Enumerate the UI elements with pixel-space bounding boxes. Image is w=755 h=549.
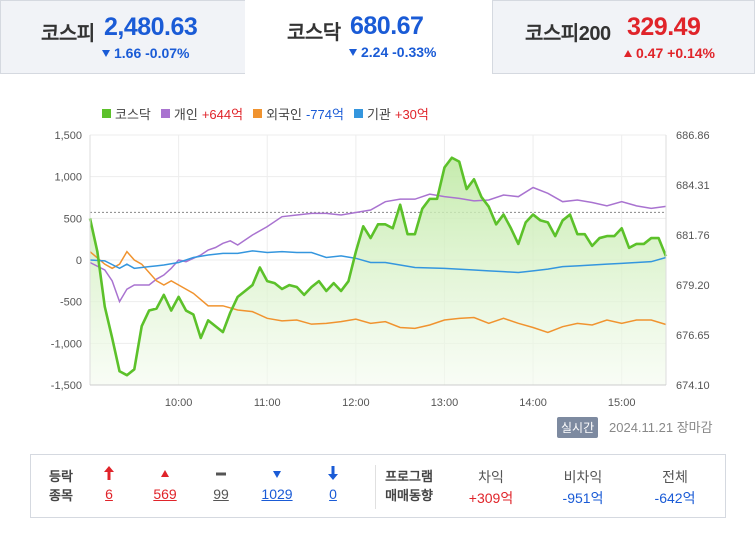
legend-kosdaq[interactable]: 코스닥 [102, 104, 151, 123]
count-up-link[interactable]: 569 [153, 486, 177, 502]
tab-kosdaq-change: 2.24 -0.33% [349, 44, 437, 60]
x-axis-tick: 15:00 [608, 397, 636, 409]
tab-kospi200-name: 코스피200 [525, 23, 611, 45]
count-up: 569 [145, 465, 185, 505]
advance-decline-label-line1: 등락 [49, 469, 73, 484]
tab-kospi200[interactable]: 코스피200 329.49 0.47 +0.14% [492, 0, 755, 74]
tab-kospi200-change-text: 0.47 +0.14% [636, 45, 716, 61]
index-tabs: 코스피 2,480.63 1.66 -0.07% 코스닥 680.67 2.24… [0, 0, 755, 74]
legend-foreign[interactable]: 외국인 -774억 [253, 104, 344, 123]
foreign-line [89, 250, 667, 334]
x-axis-tick: 11:00 [254, 397, 281, 409]
up-limit-icon [89, 465, 129, 483]
right-axis-tick: 686.86 [676, 130, 710, 142]
down-icon [257, 465, 297, 483]
date-status-label: 2024.11.21 장마감 [609, 420, 713, 435]
count-down-link[interactable]: 1029 [261, 486, 293, 502]
right-axis-tick: 676.65 [676, 330, 710, 342]
program-non-arbitrage-head: 비차익 [563, 469, 603, 485]
down-limit-icon [313, 465, 353, 483]
legend-institution-swatch [353, 109, 363, 118]
advance-decline-label-line2: 종목 [49, 488, 73, 503]
market-summary-box: 등락 종목 6 569 99 1029 0 프로그램 매매동향 [30, 454, 726, 518]
count-lower-limit-link[interactable]: 0 [329, 486, 337, 502]
tab-kosdaq-name: 코스닥 [287, 22, 341, 44]
up-arrow-icon [624, 50, 632, 57]
program-trading-label-line1: 프로그램 [385, 469, 433, 484]
x-axis-tick: 14:00 [519, 397, 547, 409]
legend-institution-value: +30억 [394, 107, 429, 122]
tab-kospi[interactable]: 코스피 2,480.63 1.66 -0.07% [0, 0, 246, 74]
up-icon [145, 465, 185, 483]
legend-kosdaq-swatch [102, 109, 111, 118]
legend-kosdaq-label: 코스닥 [115, 107, 151, 122]
x-axis-tick: 12:00 [342, 397, 370, 409]
down-arrow-icon [349, 49, 357, 56]
tab-kospi200-change: 0.47 +0.14% [624, 45, 715, 61]
left-axis-tick: -500 [60, 297, 82, 309]
tab-kospi-value: 2,480.63 [104, 13, 198, 41]
count-upper-limit-link[interactable]: 6 [105, 486, 113, 502]
tab-kosdaq[interactable]: 코스닥 680.67 2.24 -0.33% [245, 0, 493, 74]
count-flat: 99 [201, 465, 241, 505]
legend-individual-value: +644억 [201, 107, 244, 122]
x-axis-tick: 10:00 [165, 397, 193, 409]
right-axis-tick: 684.31 [676, 180, 710, 192]
program-total: 전체 -642억 [635, 467, 715, 509]
realtime-badge: 실시간 [557, 417, 599, 438]
flat-icon [201, 465, 241, 483]
tab-kospi-change: 1.66 -0.07% [102, 45, 190, 61]
left-axis-tick: -1,500 [51, 380, 82, 392]
program-arbitrage-value: +309억 [468, 490, 514, 506]
left-axis-tick: -1,000 [51, 338, 82, 350]
tab-kospi200-value: 329.49 [627, 13, 701, 41]
legend-individual[interactable]: 개인 +644억 [160, 104, 244, 123]
count-flat-link[interactable]: 99 [213, 486, 229, 502]
program-non-arbitrage: 비차익 -951억 [543, 467, 623, 509]
tab-kosdaq-value: 680.67 [350, 12, 424, 40]
down-arrow-icon [102, 50, 110, 57]
legend-foreign-value: -774억 [305, 107, 344, 122]
count-upper-limit: 6 [89, 465, 129, 505]
x-axis-tick: 13:00 [431, 397, 459, 409]
summary-divider [375, 465, 376, 509]
legend-institution[interactable]: 기관 +30억 [353, 104, 429, 123]
chart-legend: 코스닥 개인 +644억 외국인 -774억 기관 +30억 [102, 104, 429, 123]
kosdaq-area [90, 157, 666, 385]
right-axis-tick: 679.20 [676, 280, 710, 292]
count-down: 1029 [257, 465, 297, 505]
left-axis-tick: 1,500 [54, 130, 82, 142]
left-axis-tick: 1,000 [54, 172, 82, 184]
legend-foreign-swatch [253, 109, 263, 118]
tab-kosdaq-change-text: 2.24 -0.33% [361, 44, 437, 60]
individual-line [89, 186, 667, 304]
program-trading-label: 프로그램 매매동향 [379, 467, 439, 505]
tab-kospi-change-text: 1.66 -0.07% [114, 45, 190, 61]
investor-trend-chart: 1,500 1,000 500 0 -500 -1,000 -1,500 686.86 684.… [51, 130, 710, 409]
advance-decline-label: 등락 종목 [41, 467, 81, 505]
institution-line [89, 250, 667, 274]
right-axis-tick: 674.10 [676, 380, 710, 392]
legend-foreign-label: 외국인 [266, 107, 302, 122]
program-total-head: 전체 [662, 469, 688, 485]
program-non-arbitrage-value: -951억 [562, 490, 604, 506]
count-lower-limit: 0 [313, 465, 353, 505]
left-axis-tick: 500 [64, 213, 82, 225]
tab-kospi-name: 코스피 [41, 23, 95, 45]
program-trading-label-line2: 매매동향 [385, 488, 433, 503]
legend-individual-swatch [160, 109, 170, 118]
legend-institution-label: 기관 [366, 107, 391, 122]
kosdaq-line [88, 156, 668, 377]
legend-individual-label: 개인 [173, 107, 198, 122]
program-arbitrage-head: 차익 [478, 469, 504, 485]
program-total-value: -642억 [654, 490, 696, 506]
right-axis-tick: 681.76 [676, 230, 710, 242]
program-arbitrage: 차익 +309억 [451, 467, 531, 509]
left-axis-tick: 0 [76, 255, 82, 267]
